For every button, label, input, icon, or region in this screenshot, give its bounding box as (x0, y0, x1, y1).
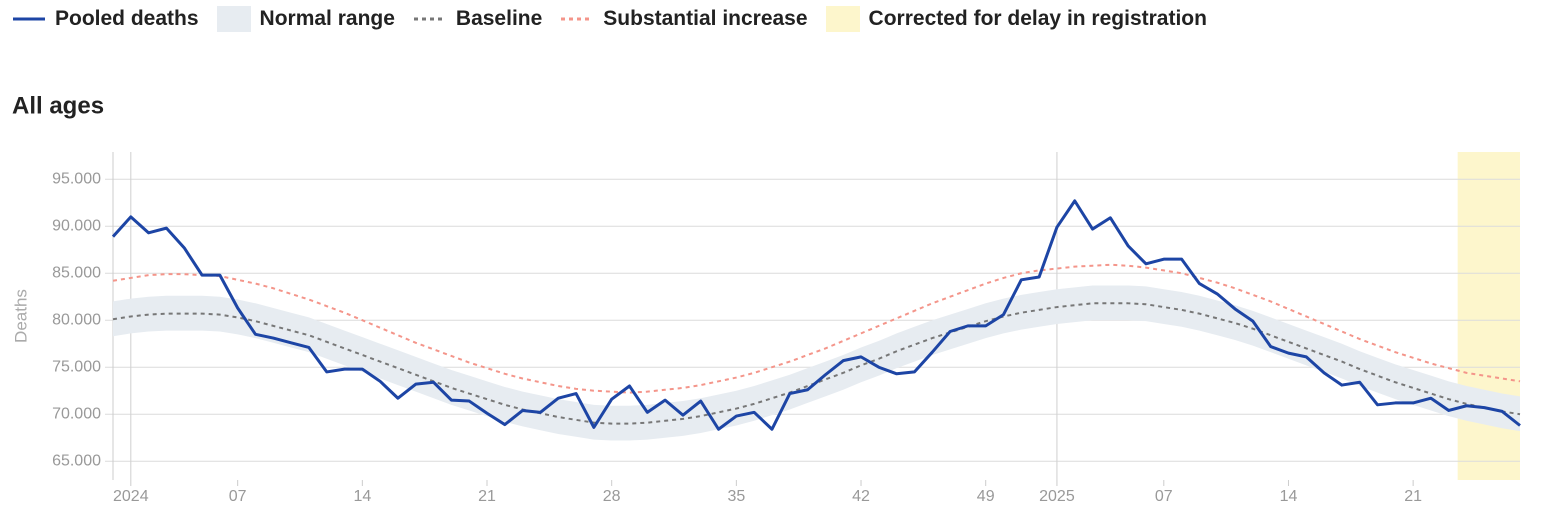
legend-symbol (561, 17, 594, 21)
x-tick-label: 2024 (113, 488, 149, 505)
legend-item: Baseline (413, 6, 542, 32)
x-tick-label: 21 (478, 488, 496, 505)
x-tick-label: 28 (603, 488, 621, 505)
legend-symbol (216, 6, 251, 32)
x-tick-label: 14 (353, 488, 371, 505)
legend-band (216, 6, 251, 32)
y-tick-label: 75.000 (52, 358, 101, 375)
legend-label: Pooled deaths (55, 7, 199, 30)
legend-item: Pooled deaths (12, 6, 199, 32)
series-line (111, 199, 1521, 431)
y-tick-label: 85.000 (52, 264, 101, 281)
x-tick-label: 49 (977, 488, 995, 505)
highlight-region (1457, 152, 1520, 480)
legend-label: Corrected for delay in registration (868, 7, 1207, 30)
y-axis-label: Deaths (11, 289, 30, 343)
normal-range (113, 285, 1520, 441)
x-tick-label: 2025 (1039, 488, 1075, 505)
legend-highlight (825, 6, 860, 32)
series-line (112, 263, 1521, 394)
y-tick-label: 95.000 (52, 170, 101, 187)
legend-label: Normal range (259, 7, 395, 30)
x-tick-label: 21 (1404, 488, 1422, 505)
legend-item: Substantial increase (560, 6, 808, 32)
chart-title: All ages (12, 92, 104, 119)
y-tick-label: 90.000 (52, 217, 101, 234)
legend-symbol (825, 6, 860, 32)
legend-label: Substantial increase (603, 7, 808, 30)
y-tick-label: 70.000 (52, 405, 101, 422)
y-tick-label: 80.000 (52, 311, 101, 328)
legend-item: Normal range (216, 6, 395, 32)
y-tick-label: 65.000 (52, 452, 101, 469)
x-tick-label: 35 (727, 488, 745, 505)
legend-symbol (13, 17, 45, 21)
x-tick-label: 14 (1280, 488, 1298, 505)
x-tick-label: 07 (1155, 488, 1173, 505)
x-tick-label: 07 (229, 488, 247, 505)
legend-label: Baseline (455, 7, 543, 30)
legend: Pooled deaths Normal range Baseline Substan… (12, 6, 1207, 32)
legend-item: Corrected for delay in registration (825, 6, 1207, 32)
x-tick-label: 42 (852, 488, 870, 505)
legend-symbol (413, 17, 446, 21)
